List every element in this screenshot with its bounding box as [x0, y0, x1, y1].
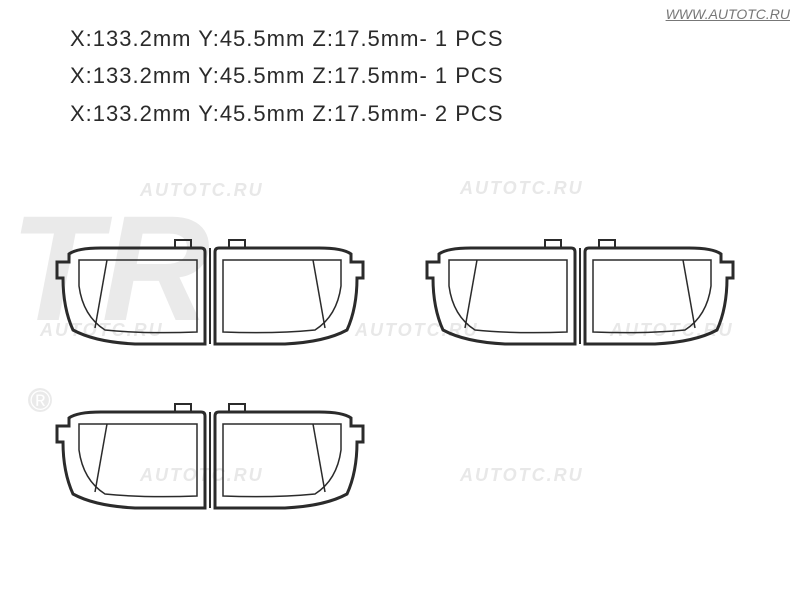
spec-line: X:133.2mm Y:45.5mm Z:17.5mm- 2 PCS — [70, 95, 504, 132]
pad-pair — [427, 240, 733, 344]
pad-pair — [57, 404, 363, 508]
spec-line: X:133.2mm Y:45.5mm Z:17.5mm- 1 PCS — [70, 20, 504, 57]
bg-watermark: AUTOTC.RU — [460, 465, 584, 486]
spec-z: 17.5mm — [334, 26, 419, 51]
spec-pcs: 1 PCS — [435, 26, 504, 51]
spec-y: 45.5mm — [220, 101, 305, 126]
spec-z: 17.5mm — [334, 63, 419, 88]
svg-text:TR: TR — [10, 184, 210, 352]
spec-x: 133.2mm — [93, 63, 192, 88]
pad-pair — [57, 240, 363, 344]
spec-pcs: 1 PCS — [435, 63, 504, 88]
spec-line: X:133.2mm Y:45.5mm Z:17.5mm- 1 PCS — [70, 57, 504, 94]
spec-z: 17.5mm — [334, 101, 419, 126]
bg-watermark: AUTOTC.RU — [460, 178, 584, 199]
bg-watermark: AUTOTC.RU — [355, 320, 479, 341]
bg-watermark: AUTOTC.RU — [40, 320, 164, 341]
brand-logo-bg: TR ® — [0, 120, 260, 520]
bg-watermark: AUTOTC.RU — [140, 465, 264, 486]
bg-watermark: AUTOTC.RU — [140, 180, 264, 201]
spec-x: 133.2mm — [93, 26, 192, 51]
spec-pcs: 2 PCS — [435, 101, 504, 126]
spec-y: 45.5mm — [220, 63, 305, 88]
svg-text:®: ® — [30, 385, 51, 416]
bg-watermark: AUTOTC.RU — [610, 320, 734, 341]
spec-y: 45.5mm — [220, 26, 305, 51]
spec-x: 133.2mm — [93, 101, 192, 126]
spec-block: X:133.2mm Y:45.5mm Z:17.5mm- 1 PCS X:133… — [70, 20, 504, 132]
source-url: WWW.AUTOTC.RU — [666, 6, 790, 22]
